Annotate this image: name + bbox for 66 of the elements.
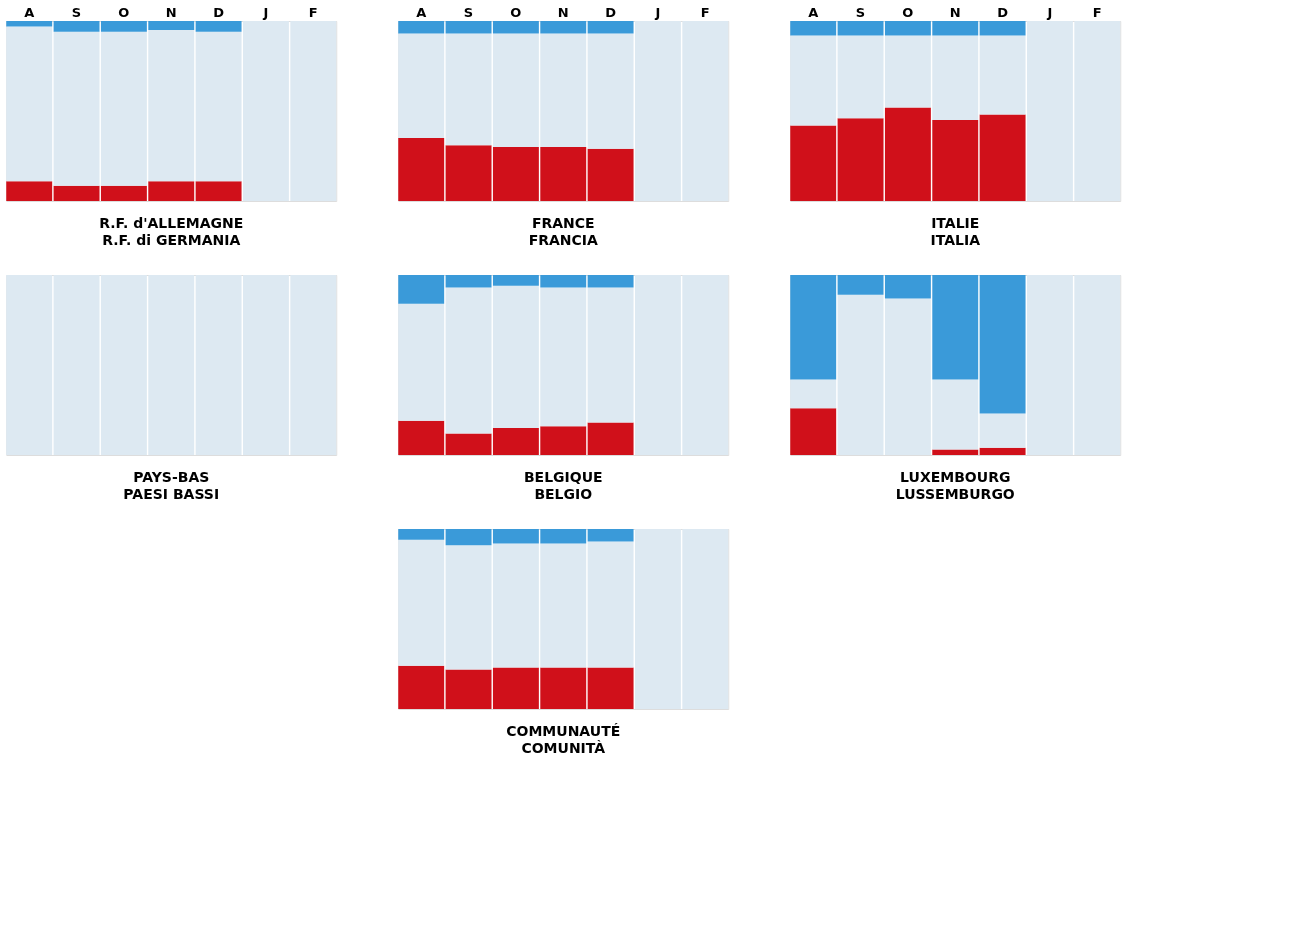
x-tick-label: D: [605, 4, 617, 20]
text: R.F. di GERMANIA: [102, 232, 241, 248]
bar: [587, 667, 634, 709]
bar: [398, 420, 445, 455]
bar: [398, 665, 445, 709]
bar: [6, 21, 53, 27]
x-tick-label: J: [1046, 4, 1053, 20]
x-tick-label: D: [997, 4, 1009, 20]
x-tick-label: J: [654, 4, 661, 20]
bar: [979, 21, 1026, 36]
bar: [398, 21, 445, 34]
bar: [195, 21, 242, 32]
bar: [932, 449, 979, 455]
text: BELGIQUE: [523, 469, 603, 485]
bar: [398, 33, 445, 138]
bar: [398, 275, 445, 304]
x-tick-label: D: [213, 4, 225, 20]
bar: [587, 529, 634, 542]
bar: [979, 114, 1026, 201]
x-tick-label: S: [71, 4, 82, 20]
bar: [790, 35, 837, 126]
text: FRANCE: [531, 215, 595, 231]
x-tick-label: F: [308, 4, 318, 20]
x-tick-label: O: [510, 4, 522, 20]
bar: [790, 21, 837, 36]
text: PAYS-BAS: [133, 469, 210, 485]
bar: [398, 539, 445, 666]
bar: [587, 422, 634, 455]
text: COMUNITÀ: [521, 740, 606, 756]
bar: [587, 21, 634, 34]
text: LUSSEMBURGO: [895, 486, 1015, 502]
bar: [6, 181, 53, 201]
bar: [790, 408, 837, 455]
bar: [979, 275, 1026, 414]
bar: [790, 379, 837, 409]
x-tick-label: O: [118, 4, 130, 20]
x-tick-label: F: [1092, 4, 1102, 20]
bar: [790, 275, 837, 380]
text: ITALIE: [931, 215, 980, 231]
bar: [398, 303, 445, 421]
text: R.F. d'ALLEMAGNE: [99, 215, 244, 231]
bar: [587, 148, 634, 201]
x-tick-label: J: [262, 4, 269, 20]
x-tick-label: N: [165, 4, 177, 20]
text: PAESI BASSI: [123, 486, 220, 502]
x-tick-label: A: [416, 4, 427, 20]
x-tick-label: S: [463, 4, 474, 20]
text: BELGIO: [534, 486, 593, 502]
text: COMMUNAUTÉ: [506, 723, 621, 739]
x-tick-label: N: [557, 4, 569, 20]
bar: [6, 26, 53, 182]
bar: [398, 138, 445, 201]
text: FRANCIA: [528, 232, 599, 248]
x-tick-label: S: [855, 4, 866, 20]
x-tick-label: F: [700, 4, 710, 20]
bar: [398, 529, 445, 540]
bar: [195, 181, 242, 201]
x-tick-label: O: [902, 4, 914, 20]
text: ITALIA: [930, 232, 981, 248]
text: LUXEMBOURG: [900, 469, 1011, 485]
bar: [979, 447, 1026, 455]
bar: [790, 125, 837, 201]
x-tick-label: A: [808, 4, 819, 20]
x-tick-label: N: [949, 4, 961, 20]
bar: [587, 275, 634, 288]
x-tick-label: A: [24, 4, 35, 20]
